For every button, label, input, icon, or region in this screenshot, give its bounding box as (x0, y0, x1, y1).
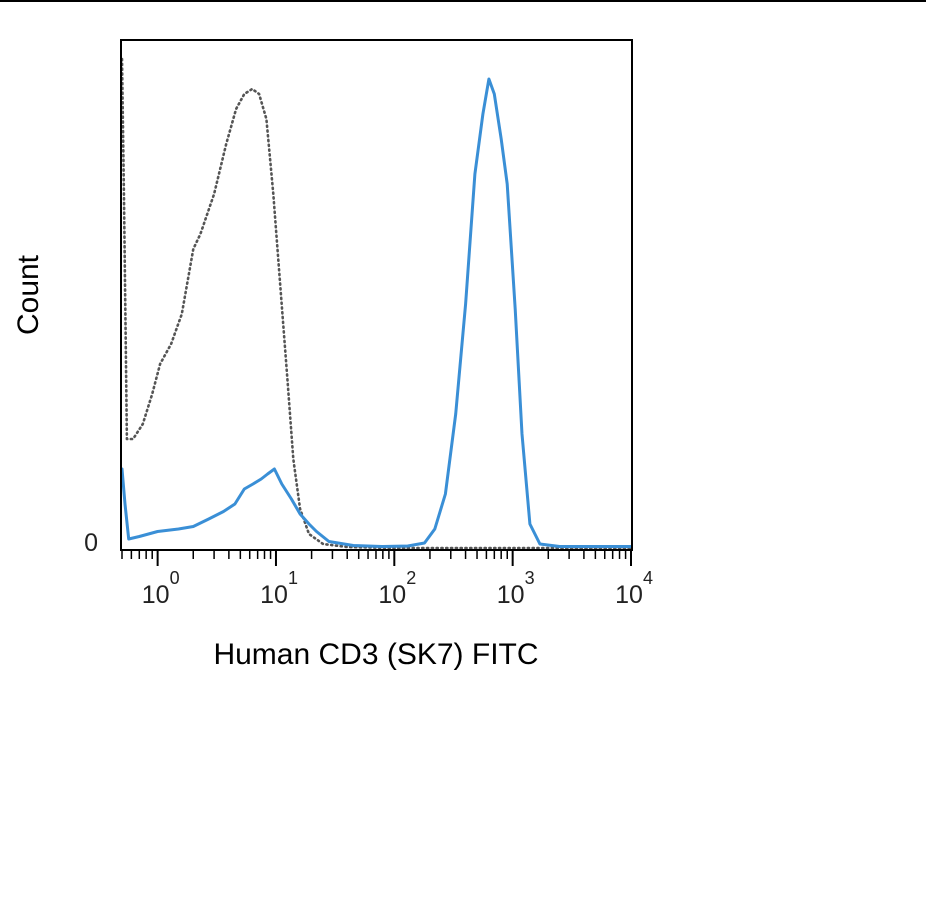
series-layer (120, 57, 633, 550)
y-tick-label: 0 (84, 529, 98, 557)
x-tick-label: 10 (260, 581, 288, 609)
x-tick-label: 10 (378, 581, 406, 609)
control-histogram-line (120, 57, 633, 550)
x-axis-title: Human CD3 (SK7) FITC (213, 638, 538, 671)
x-tick-exponent: 2 (406, 568, 416, 588)
x-tick-exponent: 3 (525, 568, 535, 588)
x-tick-exponent: 4 (643, 568, 653, 588)
x-major-ticks (156, 550, 632, 566)
x-minor-ticks (121, 550, 627, 559)
y-tick-labels: 0 (84, 529, 98, 557)
x-tick-label: 10 (615, 581, 643, 609)
x-tick-label: 10 (497, 581, 525, 609)
stained-histogram-line (120, 77, 633, 548)
x-tick-exponent: 1 (288, 568, 298, 588)
x-tick-label: 10 (142, 581, 170, 609)
x-tick-exponent: 0 (170, 568, 180, 588)
y-axis-title: Count (12, 254, 45, 335)
top-border-rule (0, 0, 926, 2)
plot-frame (120, 39, 633, 551)
